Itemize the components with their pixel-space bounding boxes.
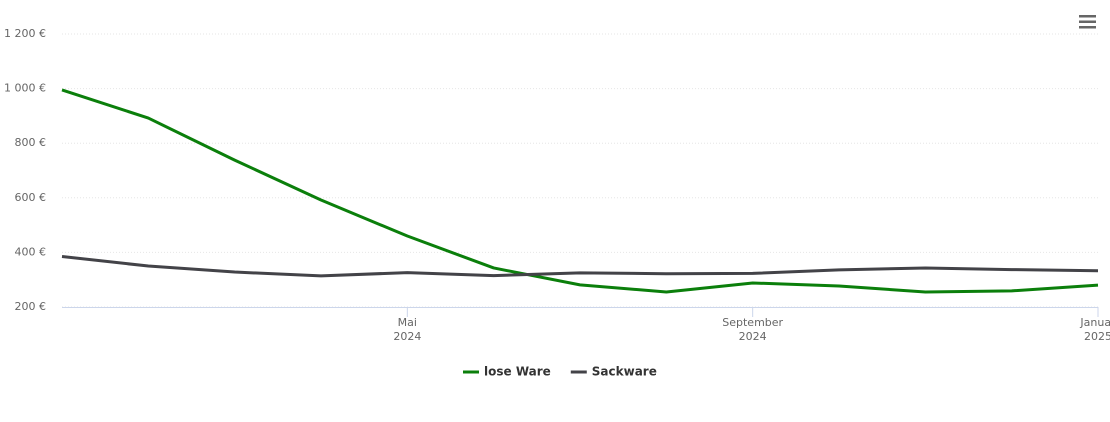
legend-label: lose Ware <box>484 365 551 379</box>
legend-label: Sackware <box>592 365 657 379</box>
series-line <box>61 255 1099 278</box>
y-tick-label: 1 200 € <box>4 27 46 40</box>
legend-item[interactable]: lose Ware <box>463 365 551 379</box>
y-tick-label: 800 € <box>15 136 47 149</box>
y-tick-label: 600 € <box>15 191 47 204</box>
legend-item[interactable]: Sackware <box>570 365 657 379</box>
menu-bar <box>1079 20 1096 23</box>
x-tick-label: Mai 2024 <box>393 316 421 343</box>
menu-bar <box>1079 26 1096 29</box>
menu-button[interactable] <box>1079 15 1096 29</box>
menu-bar <box>1079 15 1096 18</box>
series-line <box>61 88 1099 294</box>
legend: lose Ware Sackware <box>463 365 657 379</box>
x-tick-label: September 2024 <box>722 316 783 343</box>
y-tick-label: 400 € <box>15 245 47 258</box>
x-tick-label: Januar2025 <box>1079 316 1110 343</box>
y-tick-label: 200 € <box>15 300 47 313</box>
y-tick-label: 1 000 € <box>4 82 46 95</box>
